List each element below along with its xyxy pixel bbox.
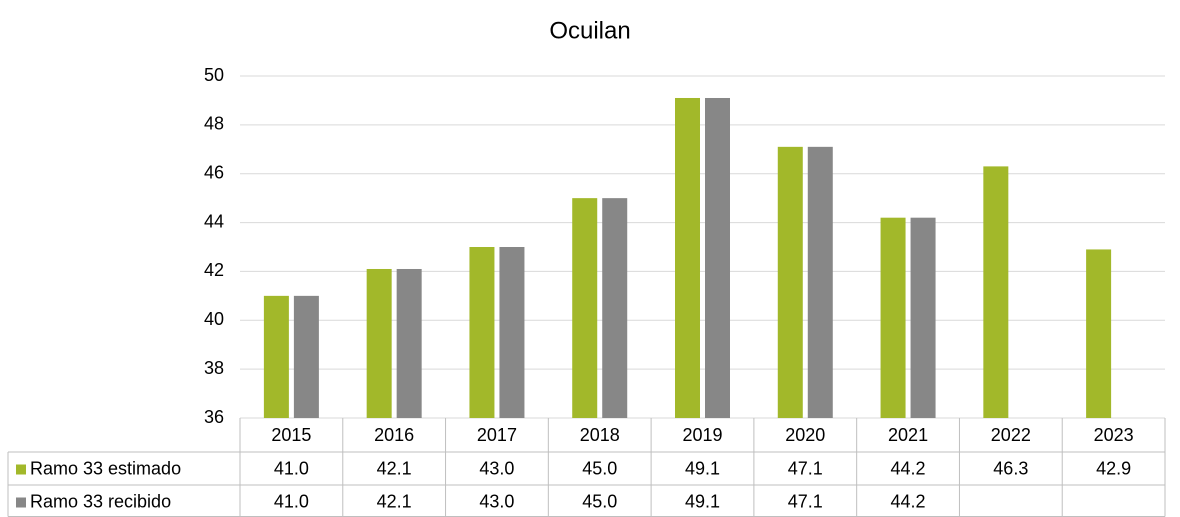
data-label: 43.0 — [479, 458, 514, 478]
x-tick-label: 2020 — [785, 425, 825, 445]
bar — [705, 97, 730, 418]
y-tick-label: 48 — [204, 114, 224, 134]
y-tick-label: 40 — [204, 309, 224, 329]
x-tick-label: 2023 — [1094, 425, 1134, 445]
data-label: 49.1 — [685, 458, 720, 478]
data-label: 45.0 — [582, 491, 617, 511]
data-label: 44.2 — [891, 458, 926, 478]
x-tick-label: 2018 — [580, 425, 620, 445]
bar — [293, 295, 319, 418]
data-label: 42.1 — [377, 458, 412, 478]
x-tick-label: 2019 — [682, 425, 722, 445]
data-label: 42.9 — [1096, 458, 1131, 478]
y-tick-label: 46 — [204, 162, 224, 182]
bar — [366, 268, 392, 418]
bar — [1086, 249, 1112, 418]
y-tick-label: 50 — [204, 65, 224, 85]
legend-label: Ramo 33 recibido — [30, 491, 171, 511]
x-tick-label: 2021 — [888, 425, 928, 445]
bar — [396, 268, 422, 418]
bar — [675, 97, 700, 418]
legend-swatch — [16, 464, 26, 475]
y-tick-label: 42 — [204, 260, 224, 280]
bar — [807, 146, 833, 419]
x-tick-label: 2015 — [271, 425, 311, 445]
bar — [602, 198, 628, 418]
data-label: 46.3 — [993, 458, 1028, 478]
x-tick-label: 2017 — [477, 425, 517, 445]
y-tick-label: 36 — [204, 407, 224, 427]
bar — [263, 295, 289, 418]
data-label: 42.1 — [377, 491, 412, 511]
data-label: 41.0 — [274, 491, 309, 511]
bar — [777, 146, 803, 419]
y-tick-label: 38 — [204, 358, 224, 378]
legend-label: Ramo 33 estimado — [30, 458, 181, 478]
x-tick-label: 2022 — [991, 425, 1031, 445]
y-tick-label: 44 — [204, 211, 224, 231]
data-label: 47.1 — [788, 491, 823, 511]
legend-swatch — [16, 497, 26, 508]
data-label: 43.0 — [479, 491, 514, 511]
chart-title: Ocuilan — [549, 17, 630, 44]
data-label: 49.1 — [685, 491, 720, 511]
bar — [880, 217, 906, 418]
data-label: 47.1 — [788, 458, 823, 478]
bar — [983, 166, 1009, 418]
data-label: 44.2 — [891, 491, 926, 511]
x-tick-label: 2016 — [374, 425, 414, 445]
bar — [910, 217, 936, 418]
bar — [499, 247, 525, 418]
data-label: 45.0 — [582, 458, 617, 478]
data-label: 41.0 — [274, 458, 309, 478]
bar — [469, 247, 495, 418]
bar — [572, 198, 598, 418]
